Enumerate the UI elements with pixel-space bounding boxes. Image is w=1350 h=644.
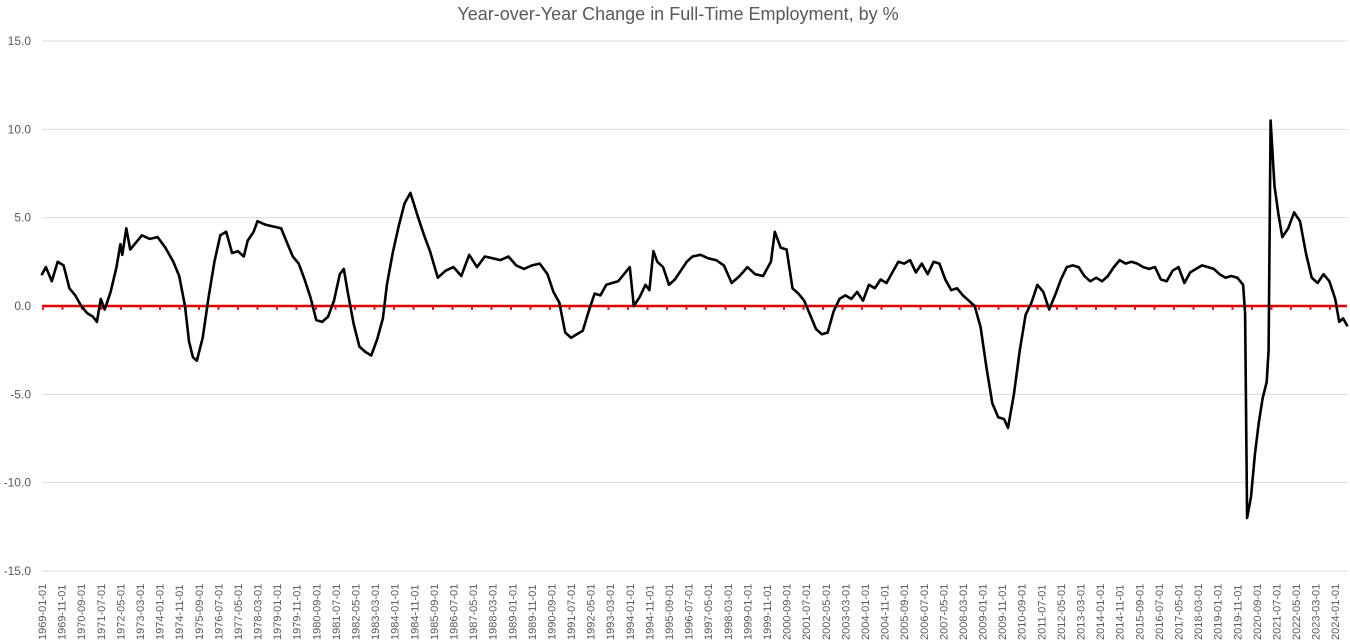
x-tick-label: 1984-11-01 [409, 585, 421, 640]
x-tick-label: 1979-11-01 [292, 585, 304, 640]
x-tick-label: 1969-01-01 [37, 584, 49, 640]
x-tick-label: 1994-01-01 [625, 584, 637, 640]
y-tick-label: -15.0 [4, 564, 32, 578]
x-tick-label: 1998-03-01 [723, 584, 735, 640]
x-tick-label: 1991-07-01 [566, 584, 578, 640]
x-tick-label: 2010-09-01 [1017, 584, 1029, 640]
x-tick-label: 1974-11-01 [174, 585, 186, 640]
x-tick-label: 1973-03-01 [135, 584, 147, 640]
x-tick-label: 1969-11-01 [57, 585, 69, 640]
x-tick-label: 1978-03-01 [253, 584, 265, 640]
x-tick-label: 2016-07-01 [1154, 584, 1166, 640]
x-tick-label: 2014-01-01 [1095, 584, 1107, 640]
x-tick-label: 1989-01-01 [507, 584, 519, 640]
y-axis-tick-labels: 15.0 10.0 5.0 0.0 -5.0 -10.0 -15.0 [4, 34, 32, 578]
x-tick-label: 2014-11-01 [1115, 585, 1127, 640]
x-tick-label: 1986-07-01 [448, 584, 460, 640]
x-tick-label: 1997-05-01 [703, 584, 715, 640]
x-tick-label: 2006-07-01 [919, 584, 931, 640]
x-tick-label: 1971-07-01 [96, 584, 108, 640]
x-tick-label: 1980-09-01 [311, 584, 323, 640]
x-tick-label: 2023-03-01 [1311, 584, 1323, 640]
chart-title: Year-over-Year Change in Full-Time Emplo… [457, 4, 898, 24]
x-tick-label: 2004-11-01 [880, 585, 892, 640]
x-tick-label: 1995-09-01 [664, 584, 676, 640]
x-tick-label: 1993-03-01 [605, 584, 617, 640]
x-tick-label: 2008-03-01 [958, 584, 970, 640]
x-tick-label: 1990-09-01 [546, 584, 558, 640]
y-tick-label: 10.0 [8, 122, 32, 136]
x-axis-tick-labels: 1969-01-01 1969-11-01 1970-09-01 1971-07-01… [37, 584, 1342, 640]
x-tick-label: 1999-01-01 [742, 584, 754, 640]
x-tick-label: 1989-11-01 [527, 585, 539, 640]
x-tick-label: 2012-05-01 [1056, 584, 1068, 640]
x-tick-label: 2001-07-01 [801, 584, 813, 640]
x-tick-label: 2018-03-01 [1193, 584, 1205, 640]
x-tick-label: 1985-09-01 [429, 584, 441, 640]
x-tick-label: 2017-05-01 [1173, 584, 1185, 640]
x-tick-label: 2020-09-01 [1252, 584, 1264, 640]
x-tick-label: 2011-07-01 [1036, 585, 1048, 640]
x-tick-label: 1984-01-01 [390, 584, 402, 640]
x-tick-label: 1970-09-01 [76, 584, 88, 640]
y-tick-label: 0.0 [14, 299, 31, 313]
x-tick-label: 2009-11-01 [997, 585, 1009, 640]
x-tick-label: 2015-09-01 [1134, 584, 1146, 640]
x-tick-label: 1999-11-01 [762, 585, 774, 640]
x-tick-label: 1982-05-01 [351, 584, 363, 640]
x-tick-label: 2021-07-01 [1271, 584, 1283, 640]
x-tick-label: 2005-09-01 [899, 584, 911, 640]
y-tick-label: 15.0 [8, 34, 32, 48]
series-layer [40, 119, 1349, 520]
x-tick-label: 2022-05-01 [1291, 584, 1303, 640]
x-tick-label: 2004-01-01 [860, 584, 872, 640]
x-tick-label: 2024-01-01 [1330, 584, 1342, 640]
x-tick-label: 2002-05-01 [821, 584, 833, 640]
x-tick-label: 1992-05-01 [586, 584, 598, 640]
x-tick-label: 1974-01-01 [155, 584, 167, 640]
x-tick-label: 2013-03-01 [1076, 584, 1088, 640]
x-tick-label: 1987-05-01 [468, 584, 480, 640]
x-tick-label: 2000-09-01 [782, 584, 794, 640]
x-tick-label: 2003-03-01 [840, 584, 852, 640]
x-tick-label: 1972-05-01 [115, 584, 127, 640]
x-tick-label: 1977-05-01 [233, 584, 245, 640]
x-tick-label: 2007-05-01 [938, 584, 950, 640]
x-tick-label: 2019-11-01 [1232, 585, 1244, 640]
zero-reference-line [42, 304, 1347, 310]
x-tick-label: 1988-03-01 [488, 584, 500, 640]
y-tick-label: -10.0 [4, 476, 32, 490]
y-tick-label: -5.0 [10, 387, 31, 401]
x-tick-label: 1994-11-01 [644, 585, 656, 640]
x-tick-label: 1975-09-01 [194, 584, 206, 640]
x-tick-label: 1996-07-01 [684, 584, 696, 640]
x-tick-label: 2009-01-01 [978, 584, 990, 640]
y-tick-label: 5.0 [14, 211, 31, 225]
x-tick-label: 1983-03-01 [370, 584, 382, 640]
series-line-0 [40, 119, 1349, 520]
x-tick-label: 1979-01-01 [272, 584, 284, 640]
x-tick-label: 2019-01-01 [1213, 584, 1225, 640]
x-tick-label: 1981-07-01 [331, 584, 343, 640]
x-tick-label: 1976-07-01 [213, 584, 225, 640]
